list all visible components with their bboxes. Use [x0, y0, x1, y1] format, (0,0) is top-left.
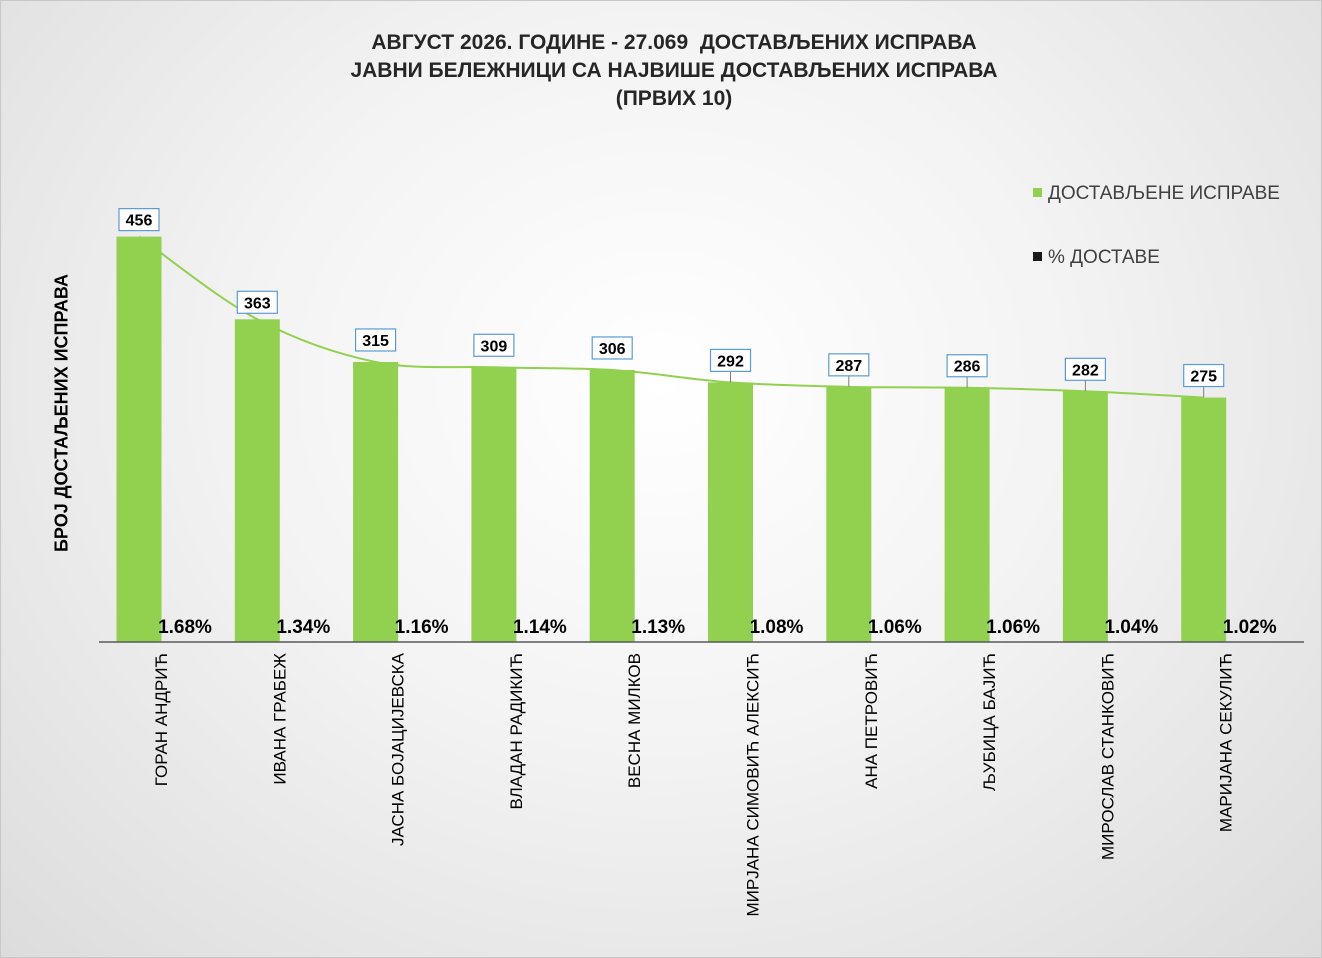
- category-label: ИВАНА ГРАБЕЖ: [270, 653, 289, 785]
- data-label: 456: [126, 213, 153, 230]
- category-label: ВЛАДАН РАДИКИЋ: [507, 653, 526, 810]
- percent-label: 1.08%: [750, 617, 804, 638]
- category-label: ЈАСНА БОЈАЦИЈЕВСКА: [389, 652, 408, 846]
- data-label-box: [1183, 363, 1225, 388]
- percent-label: 1.06%: [986, 617, 1040, 638]
- data-label: 275: [1190, 369, 1217, 386]
- legend-item-delivered: ДОСТАВЉЕНЕ ИСПРАВЕ: [1033, 183, 1280, 205]
- data-label-box: [946, 354, 988, 378]
- bar: [944, 387, 990, 642]
- data-label-box: [828, 353, 870, 377]
- data-label: 282: [1072, 362, 1099, 379]
- percent-label: 1.34%: [276, 617, 330, 638]
- category-label: МИРЈАНА СИМОВИЋ АЛЕКСИЋ: [744, 653, 763, 917]
- bar: [471, 367, 517, 642]
- percent-label: 1.14%: [513, 617, 567, 638]
- data-label: 286: [954, 359, 981, 376]
- legend-swatch-delivered: [1033, 188, 1042, 197]
- data-label: 309: [481, 338, 508, 355]
- legend-label-percent: % ДОСТАВЕ: [1048, 247, 1160, 268]
- chart-title-line-1: АВГУСТ 2026. ГОДИНЕ - 27.069 ДОСТАВЉЕНИХ…: [371, 31, 977, 54]
- chart-title-line-2: ЈАВНИ БЕЛЕЖНИЦИ СА НАЈВИШЕ ДОСТАВЉЕНИХ И…: [350, 59, 998, 82]
- bar: [234, 319, 280, 642]
- data-label-box: [709, 348, 752, 373]
- category-label: ГОРАН АНДРИЋ: [152, 653, 171, 786]
- category-label: ЉУБИЦА БАЈИЋ: [980, 653, 999, 791]
- percent-label: 1.16%: [395, 617, 449, 638]
- bar: [116, 236, 162, 642]
- legend-label-delivered: ДОСТАВЉЕНЕ ИСПРАВЕ: [1048, 183, 1280, 204]
- data-label-box: [118, 208, 160, 232]
- legend-swatch-percent: [1033, 252, 1042, 261]
- bar: [1181, 397, 1227, 642]
- percent-label: 1.13%: [631, 617, 685, 638]
- data-label-box: [236, 290, 278, 314]
- data-label-box: [355, 328, 397, 352]
- data-label: 306: [599, 341, 626, 358]
- bar: [589, 369, 635, 642]
- category-label: АНА ПЕТРОВИЋ: [862, 653, 881, 789]
- percent-label: 1.02%: [1223, 617, 1277, 638]
- data-label-box: [473, 333, 515, 357]
- legend-item-percent: % ДОСТАВЕ: [1033, 247, 1160, 269]
- bar: [1062, 391, 1108, 642]
- percent-label: 1.06%: [868, 617, 922, 638]
- bar: [708, 382, 753, 642]
- bar: [353, 361, 399, 642]
- data-label-box: [1064, 357, 1107, 381]
- category-label: ВЕСНА МИЛКОВ: [625, 653, 644, 788]
- category-label: МАРИЈАНА СЕКУЛИЋ: [1217, 653, 1236, 832]
- data-label: 315: [362, 333, 389, 350]
- data-label: 287: [835, 358, 862, 375]
- data-label: 363: [244, 295, 271, 312]
- percent-label: 1.68%: [158, 617, 212, 638]
- chart-title-line-3: (ПРВИХ 10): [615, 87, 733, 110]
- bar: [826, 386, 872, 642]
- percent-label: 1.04%: [1104, 617, 1158, 638]
- data-label: 292: [717, 353, 744, 370]
- trend-line: [138, 235, 1204, 399]
- data-label-box: [591, 336, 633, 360]
- category-label: МИРОСЛАВ СТАНКОВИЋ: [1098, 653, 1117, 860]
